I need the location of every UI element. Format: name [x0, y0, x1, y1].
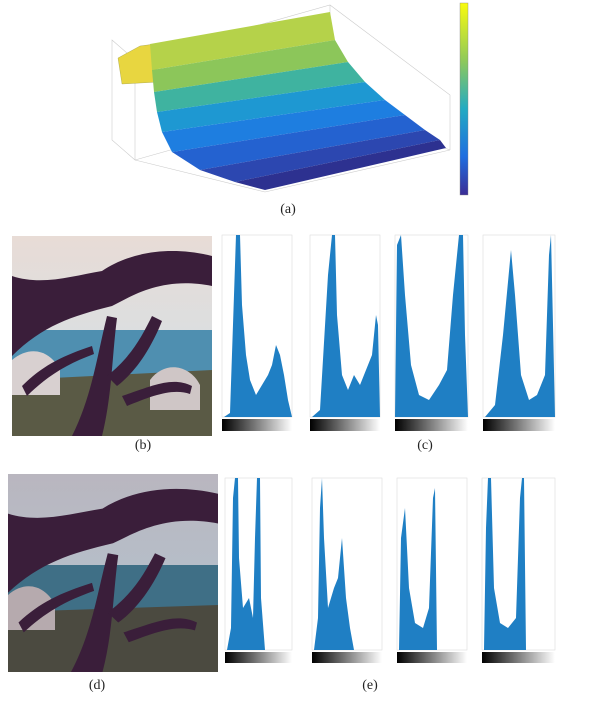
caption: (b)	[135, 438, 152, 453]
photo-processed: (d)	[8, 474, 218, 693]
caption: (a)	[280, 202, 296, 217]
caption: (c)	[417, 438, 433, 453]
histograms-original: (c)	[221, 234, 556, 453]
caption: (e)	[362, 678, 378, 693]
surface-plot: (a)	[111, 2, 469, 217]
caption: (d)	[89, 678, 106, 693]
histograms-processed: (e)	[224, 477, 556, 693]
photo-original: (b)	[12, 236, 212, 453]
